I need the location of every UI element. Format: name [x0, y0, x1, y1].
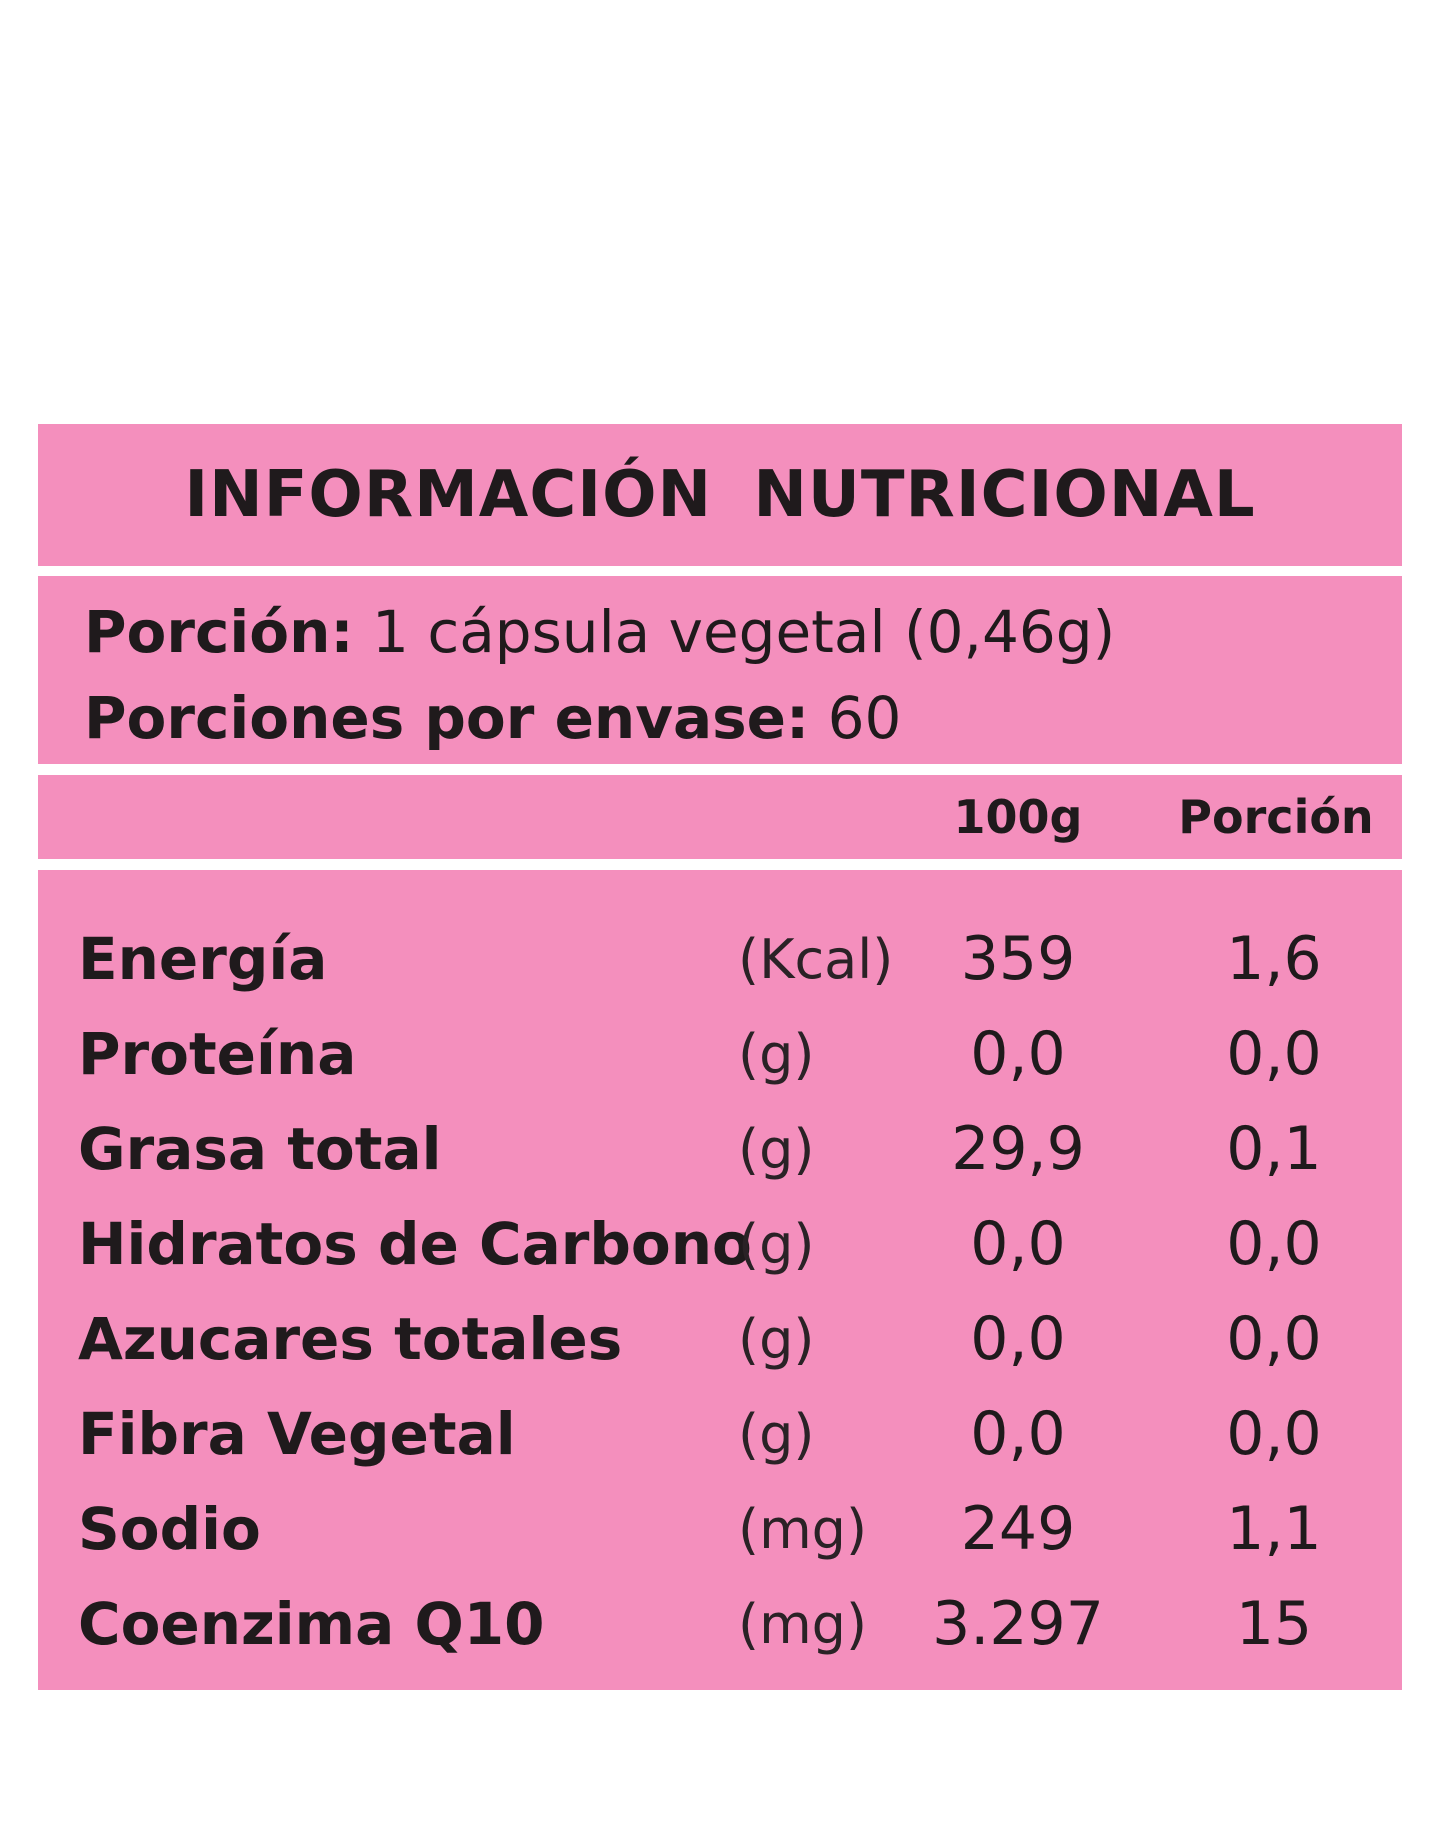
column-header-100g: 100g: [953, 790, 1083, 844]
nutrient-name: Sodio: [78, 1495, 261, 1563]
nutrient-unit: (mg): [738, 1498, 868, 1561]
nutrient-name: Energía: [78, 925, 328, 993]
nutrition-title: INFORMACIÓN NUTRICIONAL: [184, 458, 1256, 532]
nutrient-row: Hidratos de Carbono (g) 0,0 0,0: [38, 1197, 1402, 1292]
nutrient-value-100g: 0,0: [970, 1304, 1066, 1374]
nutrient-row: Fibra Vegetal (g) 0,0 0,0: [38, 1387, 1402, 1482]
serving-size-line: Porción: 1 cápsula vegetal (0,46g): [84, 598, 1115, 666]
nutrient-row: Sodio (mg) 249 1,1: [38, 1482, 1402, 1577]
nutrient-unit: (g): [738, 1308, 815, 1371]
column-header-portion: Porción: [1178, 790, 1374, 844]
nutrient-name: Azucares totales: [78, 1305, 623, 1373]
servings-per-container-line: Porciones por envase: 60: [84, 684, 901, 752]
nutrient-value-100g: 249: [960, 1494, 1076, 1564]
nutrient-unit: (mg): [738, 1593, 868, 1656]
nutrient-name: Hidratos de Carbono: [78, 1210, 752, 1278]
serving-info-box: Porción: 1 cápsula vegetal (0,46g) Porci…: [38, 576, 1402, 764]
nutrient-value-100g: 0,0: [970, 1399, 1066, 1469]
nutrient-value-portion: 0,1: [1226, 1114, 1322, 1184]
nutrient-value-100g: 0,0: [970, 1019, 1066, 1089]
nutrient-name: Fibra Vegetal: [78, 1400, 516, 1468]
nutrients-table: Energía (Kcal) 359 1,6 Proteína (g) 0,0 0,0 Gras…: [38, 870, 1402, 1690]
nutrient-name: Proteína: [78, 1020, 357, 1088]
nutrient-value-portion: 1,1: [1226, 1494, 1322, 1564]
column-header-bar: 100g Porción: [38, 775, 1402, 859]
nutrient-value-portion: 0,0: [1226, 1304, 1322, 1374]
nutrient-name: Coenzima Q10: [78, 1590, 545, 1658]
nutrient-value-100g: 0,0: [970, 1209, 1066, 1279]
nutrient-unit: (Kcal): [738, 928, 894, 991]
nutrient-row: Grasa total (g) 29,9 0,1: [38, 1102, 1402, 1197]
nutrient-unit: (g): [738, 1023, 815, 1086]
nutrient-value-portion: 15: [1235, 1589, 1313, 1659]
serving-size-label: Porción:: [84, 598, 354, 666]
nutrient-row: Proteína (g) 0,0 0,0: [38, 1007, 1402, 1102]
nutrient-value-portion: 0,0: [1226, 1399, 1322, 1469]
nutrient-row: Coenzima Q10 (mg) 3.297 15: [38, 1577, 1402, 1672]
nutrient-value-100g: 29,9: [951, 1114, 1085, 1184]
servings-per-container-label: Porciones por envase:: [84, 684, 810, 752]
nutrient-value-portion: 0,0: [1226, 1019, 1322, 1089]
nutrient-unit: (g): [738, 1403, 815, 1466]
title-bar: INFORMACIÓN NUTRICIONAL: [38, 424, 1402, 566]
nutrient-name: Grasa total: [78, 1115, 442, 1183]
serving-size-value: 1 cápsula vegetal (0,46g): [372, 598, 1116, 666]
servings-per-container-value: 60: [827, 684, 902, 752]
nutrient-unit: (g): [738, 1118, 815, 1181]
nutrient-row: Energía (Kcal) 359 1,6: [38, 912, 1402, 1007]
nutrient-value-portion: 0,0: [1226, 1209, 1322, 1279]
nutrient-unit: (g): [738, 1213, 815, 1276]
nutrient-value-100g: 3.297: [932, 1589, 1104, 1659]
nutrient-value-portion: 1,6: [1226, 924, 1322, 994]
nutrient-row: Azucares totales (g) 0,0 0,0: [38, 1292, 1402, 1387]
nutrient-value-100g: 359: [960, 924, 1076, 994]
